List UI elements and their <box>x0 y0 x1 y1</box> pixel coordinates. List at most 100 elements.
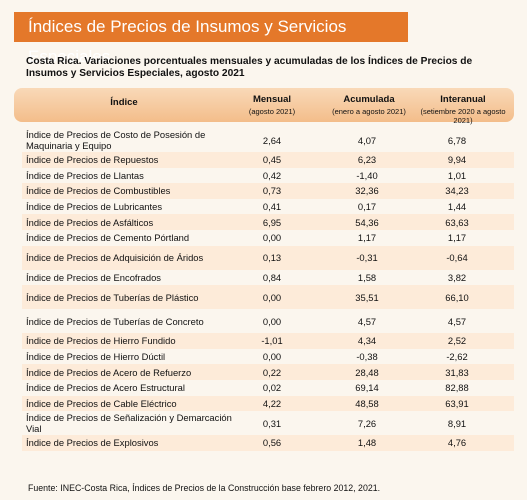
index-name: Índice de Precios de Cable Eléctrico <box>26 397 177 409</box>
index-name: Índice de Precios de Encofrados <box>26 271 161 283</box>
value-cell: 0,00 <box>262 291 282 303</box>
value-cell: 48,58 <box>355 397 379 409</box>
table-row: Índice de Precios de Cable Eléctrico 4,22… <box>22 395 514 412</box>
value-cell: 4,07 <box>357 134 377 146</box>
value-cell: -0,64 <box>446 252 468 264</box>
index-name: Índice de Precios de Cemento Pórtland <box>26 232 190 244</box>
index-name: Índice de Precios de Acero de Refuerzo <box>26 366 192 378</box>
table-row: Índice de Precios de Acero de Refuerzo 0,… <box>22 364 514 380</box>
value-cell: 6,78 <box>447 134 467 146</box>
column-note: (enero a agosto 2021) <box>332 107 406 116</box>
value-cell: 0,00 <box>262 315 282 327</box>
table-row: Índice de Precios de Combustibles 0,73 32,… <box>22 183 514 199</box>
index-name: Índice de Precios de Señalización y Dema… <box>26 412 232 435</box>
value-cell: 1,58 <box>357 271 377 283</box>
index-name: Índice de Precios de Lubricantes <box>26 201 163 213</box>
index-name: Índice de Precios de Explosivos <box>26 437 159 449</box>
value-cell: 6,95 <box>262 216 282 228</box>
value-cell: -0,38 <box>356 351 378 363</box>
subtitle: Costa Rica. Variaciones porcentuales men… <box>26 56 473 79</box>
value-cell: 0,84 <box>262 271 282 283</box>
table-header: Índice Mensual (agosto 2021) Acumulada (ener… <box>14 88 514 125</box>
index-name: Índice de Precios de Tuberías de Concret… <box>26 315 204 327</box>
value-cell: 3,82 <box>447 271 467 283</box>
value-cell: 82,88 <box>445 382 469 394</box>
title: Índices de Precios de Insumos y Servicio… <box>14 12 408 66</box>
source: Fuente: INEC-Costa Rica, Índices de Prec… <box>28 483 381 493</box>
column-name: Acumulada <box>343 94 395 105</box>
table-row: Índice de Precios de Lubricantes 0,41 0,17… <box>22 199 514 215</box>
value-cell: 31,83 <box>445 366 469 378</box>
table-row: Índice de Precios de Cemento Pórtland 0,0… <box>22 230 514 246</box>
table-row: Índice de Precios de Llantas 0,42 -1,40 1,0… <box>22 168 514 184</box>
index-name: Índice de Precios de Hierro Fundido <box>26 335 176 347</box>
value-cell: 35,51 <box>355 291 379 303</box>
column-note: (agosto 2021) <box>248 107 296 116</box>
value-cell: 0,73 <box>262 185 282 197</box>
value-cell: 0,17 <box>357 201 377 213</box>
value-cell: -1,01 <box>261 335 283 347</box>
value-cell: 2,52 <box>447 335 467 347</box>
value-cell: 63,91 <box>445 397 469 409</box>
value-cell: 0,56 <box>262 437 282 449</box>
table-row: Índice de Precios de Asfálticos 6,95 54,36… <box>22 214 514 230</box>
index-name: Índice de Precios de Tuberías de Plástic… <box>26 291 199 303</box>
value-cell: 28,48 <box>355 366 379 378</box>
value-cell: -2,62 <box>446 351 468 363</box>
table-row: Índice de Precios de Repuestos 0,45 6,23 9,… <box>22 152 514 168</box>
index-name: Índice de Precios de Adquisición de Árid… <box>26 252 204 264</box>
index-name: Índice de Precios de Asfálticos <box>26 216 154 228</box>
index-name: Índice de Precios de Repuestos <box>26 154 159 166</box>
value-cell: -0,31 <box>356 252 378 264</box>
value-cell: 4,57 <box>447 315 467 327</box>
value-cell: 1,17 <box>357 232 377 244</box>
value-cell: 69,14 <box>355 382 379 394</box>
value-cell: 66,10 <box>445 291 469 303</box>
value-cell: 0,02 <box>262 382 282 394</box>
value-cell: 0,13 <box>262 252 282 264</box>
table-row: Índice de Precios de Señalización y Dema… <box>22 411 514 435</box>
value-cell: 32,36 <box>355 185 379 197</box>
value-cell: 9,94 <box>447 154 467 166</box>
value-cell: 1,48 <box>357 437 377 449</box>
table-row: Índice de Precios de Encofrados 0,84 1,58 3… <box>22 270 514 286</box>
index-name: Índice de Precios de Llantas <box>26 169 144 181</box>
column-header: Interanual (setiembre 2020 a agosto 2021) <box>412 94 514 125</box>
table-row: Índice de Precios de Costo de Posesión d… <box>22 128 514 152</box>
value-cell: 1,17 <box>447 232 467 244</box>
value-cell: 0,45 <box>262 154 282 166</box>
value-cell: 1,01 <box>447 169 467 181</box>
value-cell: 0,22 <box>262 366 282 378</box>
table-row: Índice de Precios de Explosivos 0,56 1,48 4… <box>22 435 514 451</box>
value-cell: 63,63 <box>445 216 469 228</box>
table-row: Índice de Precios de Acero Estructural 0,… <box>22 380 514 396</box>
column-note: (setiembre 2020 a agosto 2021) <box>420 107 506 125</box>
value-cell: 0,00 <box>262 351 282 363</box>
value-cell: 0,31 <box>262 417 282 429</box>
column-header: Mensual (agosto 2021) <box>232 94 312 116</box>
index-name: Índice de Precios de Costo de Posesión d… <box>26 129 206 151</box>
value-cell: -1,40 <box>356 169 378 181</box>
index-name: Índice de Precios de Acero Estructural <box>26 382 185 394</box>
value-cell: 0,00 <box>262 232 282 244</box>
table-row: Índice de Precios de Tuberías de Plástic… <box>22 285 514 310</box>
value-cell: 34,23 <box>445 185 469 197</box>
column-header: Índice <box>24 97 224 108</box>
table-row: Índice de Precios de Adquisición de Árid… <box>22 245 514 270</box>
table-row: Índice de Precios de Tuberías de Concret… <box>22 309 514 333</box>
column-name: Índice <box>110 97 138 108</box>
index-name: Índice de Precios de Hierro Dúctil <box>26 351 166 363</box>
value-cell: 4,22 <box>262 397 282 409</box>
value-cell: 4,57 <box>357 315 377 327</box>
value-cell: 2,64 <box>262 134 282 146</box>
value-cell: 7,26 <box>357 417 377 429</box>
column-name: Mensual <box>252 94 291 105</box>
value-cell: 4,76 <box>447 437 467 449</box>
value-cell: 4,34 <box>357 335 377 347</box>
column-name: Interanual <box>440 94 486 105</box>
value-cell: 1,44 <box>447 201 467 213</box>
table-row: Índice de Precios de Hierro Dúctil 0,00 -0… <box>22 349 514 365</box>
value-cell: 6,23 <box>357 154 377 166</box>
value-cell: 54,36 <box>355 216 379 228</box>
